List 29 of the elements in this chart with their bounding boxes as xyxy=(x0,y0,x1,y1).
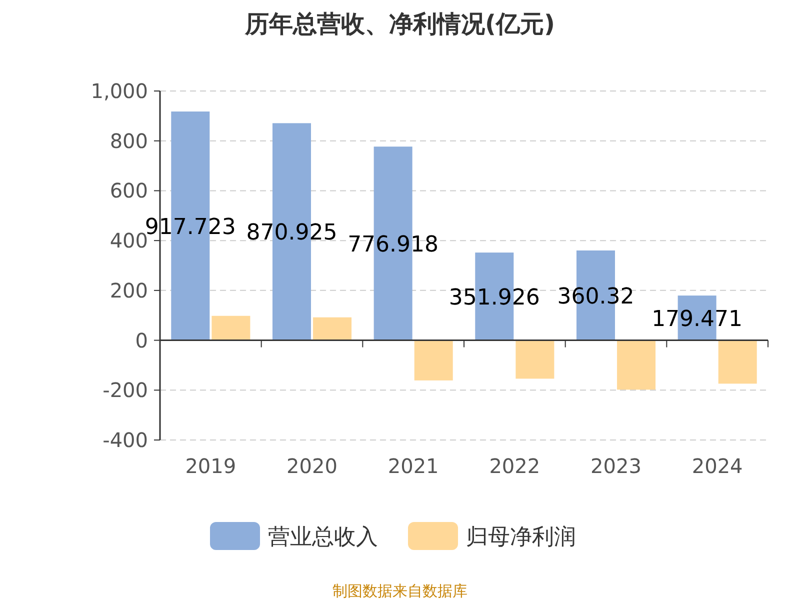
data-label: 360.32 xyxy=(557,284,634,310)
x-tick-label: 2020 xyxy=(286,454,338,478)
text: 制图数据来自数据库 xyxy=(332,582,468,600)
y-tick-label: 600 xyxy=(110,178,148,203)
legend-label: 归母净利润 xyxy=(466,525,576,550)
y-tick-label: -400 xyxy=(102,428,148,452)
x-tick-label: 2019 xyxy=(185,454,236,478)
y-tick-label: 400 xyxy=(110,228,148,253)
legend-label: 营业总收入 xyxy=(268,525,378,550)
data-label: 776.918 xyxy=(348,232,439,258)
bar xyxy=(516,340,554,379)
x-tick-label: 2024 xyxy=(692,454,743,478)
x-tick-label: 2021 xyxy=(388,454,439,478)
x-tick-label: 2022 xyxy=(489,454,540,478)
data-label: 351.926 xyxy=(448,285,540,310)
y-tick-label: -200 xyxy=(102,378,148,402)
bar xyxy=(414,340,453,380)
x-tick-label: 2023 xyxy=(590,454,642,478)
y-tick-label: 0 xyxy=(135,328,148,352)
bar xyxy=(313,317,352,340)
data-label: 179.471 xyxy=(652,306,743,332)
data-label: 870.925 xyxy=(246,220,338,246)
bar xyxy=(617,340,656,390)
y-tick-label: 200 xyxy=(110,278,148,302)
bar xyxy=(718,340,757,384)
y-tick-label: 800 xyxy=(110,128,148,153)
chart-title: 历年总营收、净利情况(亿元) xyxy=(244,10,555,38)
y-tick-label: 1,000 xyxy=(90,79,148,103)
bar xyxy=(212,316,250,340)
